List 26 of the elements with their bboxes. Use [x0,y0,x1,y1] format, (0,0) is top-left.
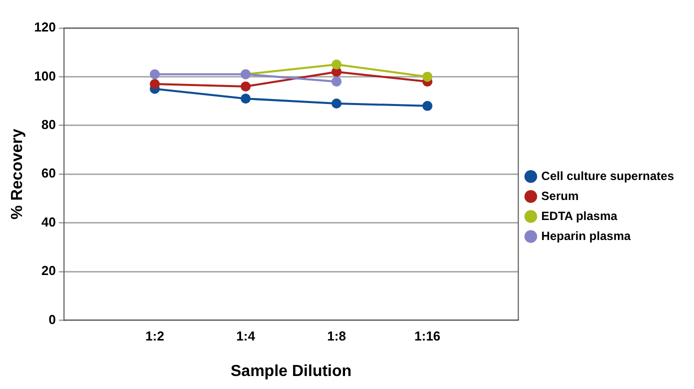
legend-label: EDTA plasma [541,208,618,223]
point [240,94,251,104]
y-axis-title: % Recovery [9,128,26,220]
point [422,72,432,82]
y-tick-label: 80 [41,116,56,132]
legend-label: Cell culture supernates [541,168,674,183]
point [332,76,342,87]
point [332,98,342,108]
y-tick-label: 120 [34,20,56,35]
x-axis-title: Sample Dilution [230,362,352,380]
legend-label: Serum [541,188,579,203]
point [422,100,432,111]
x-tick-label: 1:8 [327,328,346,344]
y-tick-label: 0 [48,312,56,327]
legend-label: Heparin plasma [541,228,631,243]
x-tick-label: 1:2 [145,328,164,344]
point [150,79,160,90]
point [240,81,251,92]
y-tick-label: 100 [34,68,56,84]
point [150,69,160,80]
y-tick-label: 40 [41,214,56,230]
x-tick-label: 1:16 [414,328,440,344]
y-tick-label: 60 [41,166,56,181]
point [332,60,342,70]
x-tick-label: 1:4 [236,328,256,344]
y-tick-label: 20 [41,263,56,278]
